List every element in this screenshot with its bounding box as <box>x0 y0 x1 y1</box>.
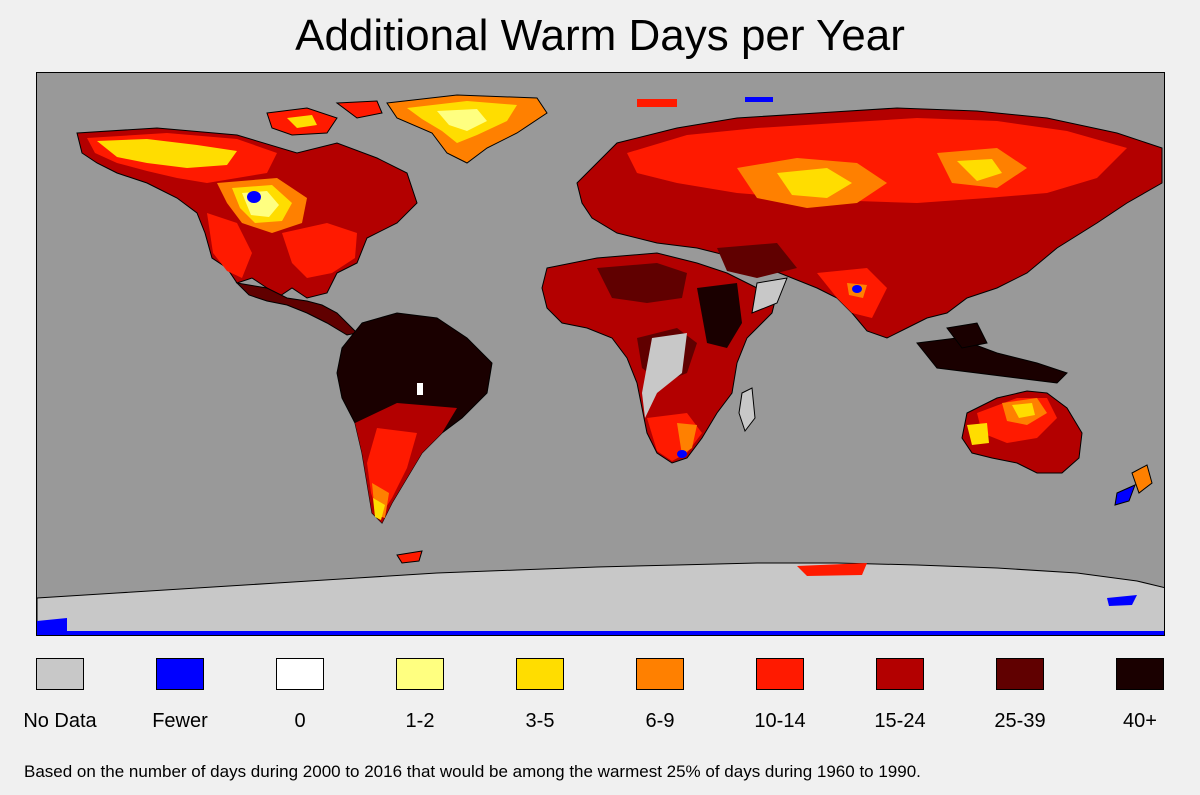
arctic-islands <box>266 97 773 136</box>
legend-label: 6-9 <box>645 710 675 732</box>
legend-label: 3-5 <box>525 710 555 732</box>
legend-item: 6-9 <box>600 658 720 738</box>
map-title: Additional Warm Days per Year <box>295 11 905 60</box>
world-map <box>36 72 1165 636</box>
south-america <box>336 312 493 524</box>
legend-item: 10-14 <box>720 658 840 738</box>
legend-swatch <box>156 658 204 690</box>
australia <box>961 390 1083 474</box>
legend-item: 25-39 <box>960 658 1080 738</box>
legend-label: 10-14 <box>754 710 806 732</box>
legend-label: 40+ <box>1123 710 1157 732</box>
legend-swatch <box>516 658 564 690</box>
antarctica <box>37 550 1164 635</box>
legend-label: 0 <box>294 710 306 732</box>
legend-item: No Data <box>0 658 120 738</box>
legend-label: No Data <box>23 710 97 732</box>
legend-label: 15-24 <box>874 710 926 732</box>
legend-label: 25-39 <box>994 710 1046 732</box>
legend-swatch <box>36 658 84 690</box>
legend-item: 3-5 <box>480 658 600 738</box>
legend-item: Fewer <box>120 658 240 738</box>
legend-swatch <box>636 658 684 690</box>
legend-item: 1-2 <box>360 658 480 738</box>
southeast-asia <box>916 322 1068 384</box>
new-zealand <box>1114 464 1153 506</box>
legend-swatch <box>876 658 924 690</box>
eurasia <box>576 107 1163 339</box>
map-caption: Based on the number of days during 2000 … <box>24 762 921 781</box>
legend-item: 15-24 <box>840 658 960 738</box>
legend-swatch <box>1116 658 1164 690</box>
world-map-canvas <box>37 73 1164 635</box>
legend-label: 1-2 <box>405 710 435 732</box>
africa <box>541 252 788 464</box>
legend-swatch <box>276 658 324 690</box>
legend-swatch <box>996 658 1044 690</box>
north-america <box>76 127 418 336</box>
legend: No Data Fewer 0 1-2 3-5 6-9 10-14 15-24 … <box>0 658 1200 738</box>
legend-label: Fewer <box>152 710 208 732</box>
legend-swatch <box>756 658 804 690</box>
legend-swatch <box>396 658 444 690</box>
greenland <box>386 94 548 164</box>
legend-item: 0 <box>240 658 360 738</box>
legend-item: 40+ <box>1080 658 1200 738</box>
